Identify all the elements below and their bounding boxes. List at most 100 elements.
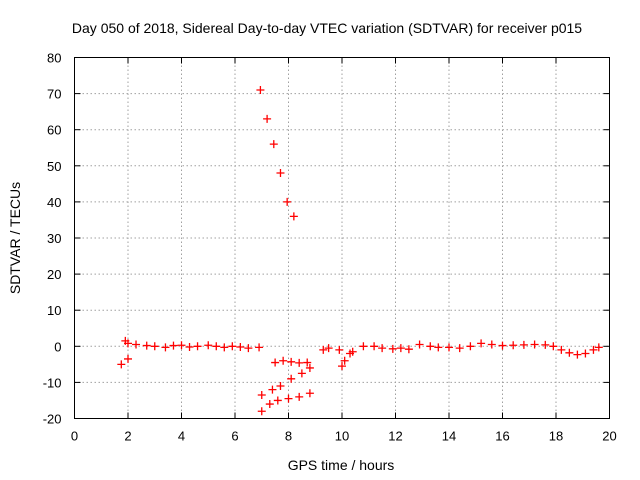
data-point [338, 362, 346, 371]
data-point [228, 342, 237, 351]
x-axis-label: GPS time / hours [288, 457, 395, 473]
data-point [565, 348, 574, 357]
data-point [455, 344, 464, 353]
data-point [132, 340, 141, 349]
data-point [287, 357, 296, 366]
y-tick-label: 70 [47, 87, 61, 102]
y-axis-label: SDTVAR / TECUs [7, 182, 23, 294]
data-point [185, 343, 194, 352]
data-point [487, 340, 496, 349]
data-point [388, 344, 397, 353]
data-point [244, 344, 253, 353]
data-point [204, 341, 213, 350]
data-point [319, 345, 328, 354]
y-tick-label: 30 [47, 231, 61, 246]
axis-ticks: 0 2 4 6 8 10 12 14 16 18 20 -20 -10 0 10 20 30 40 50 60 70 80 [43, 51, 617, 444]
data-point [426, 342, 435, 351]
y-tick-label: 10 [47, 303, 61, 318]
data-point [124, 354, 132, 363]
y-tick-label: 40 [47, 195, 61, 210]
data-point [279, 356, 288, 365]
data-point [589, 345, 598, 354]
data-point [287, 374, 296, 383]
data-point [509, 341, 518, 350]
data-point [177, 341, 186, 350]
x-tick-label: 6 [231, 429, 238, 444]
data-point [378, 344, 387, 353]
data-point [269, 140, 278, 149]
data-point [117, 360, 126, 369]
data-point [573, 350, 582, 359]
data-point [255, 343, 264, 352]
data-point [324, 344, 333, 353]
data-points [117, 85, 603, 416]
data-point [549, 342, 558, 351]
y-tick-label: 60 [47, 123, 61, 138]
data-point [434, 343, 443, 352]
data-point [265, 400, 274, 409]
data-point [335, 345, 344, 354]
data-point [404, 345, 413, 354]
data-point [305, 363, 314, 372]
data-point [594, 343, 603, 352]
data-point [256, 85, 265, 94]
data-point [557, 345, 566, 354]
data-point [284, 394, 293, 403]
data-point [295, 392, 304, 401]
y-tick-label: 20 [47, 267, 61, 282]
data-point [466, 342, 475, 351]
data-point [169, 341, 178, 350]
data-point [271, 358, 280, 367]
data-point [359, 342, 368, 351]
data-point [289, 212, 298, 221]
data-point [396, 344, 405, 353]
data-point [348, 347, 357, 356]
x-tick-label: 16 [495, 429, 509, 444]
data-point [257, 407, 266, 416]
data-point [220, 343, 229, 352]
data-point [445, 343, 453, 352]
data-point [303, 358, 312, 367]
data-point [415, 340, 424, 349]
data-point [268, 385, 277, 394]
data-point [142, 341, 151, 350]
data-point [236, 343, 245, 352]
x-tick-label: 4 [178, 429, 185, 444]
data-point [276, 169, 285, 178]
data-point [276, 382, 285, 391]
data-point [541, 340, 550, 349]
x-tick-label: 18 [549, 429, 563, 444]
data-point [150, 342, 159, 351]
data-point [263, 114, 272, 123]
data-point [340, 356, 349, 365]
x-tick-label: 2 [124, 429, 131, 444]
data-point [581, 349, 590, 358]
data-point [273, 396, 282, 405]
y-tick-label: 80 [47, 51, 61, 66]
x-tick-label: 12 [388, 429, 402, 444]
data-point [530, 340, 539, 349]
grid [74, 57, 610, 419]
data-point [297, 369, 306, 378]
data-point [283, 197, 292, 206]
y-tick-label: -20 [43, 412, 62, 427]
data-point [212, 342, 221, 351]
data-point [519, 340, 528, 349]
data-point [305, 389, 314, 398]
x-tick-label: 14 [442, 429, 456, 444]
data-point [257, 391, 266, 400]
data-point [193, 342, 202, 351]
y-tick-label: 50 [47, 159, 61, 174]
x-tick-label: 8 [285, 429, 292, 444]
data-point [477, 339, 486, 348]
data-point [295, 358, 304, 367]
data-point [124, 339, 132, 348]
x-tick-label: 10 [335, 429, 349, 444]
data-point [498, 341, 507, 350]
x-tick-label: 0 [71, 429, 78, 444]
data-point [161, 343, 170, 352]
data-point [370, 342, 379, 351]
y-tick-label: -10 [43, 375, 62, 390]
x-tick-label: 20 [602, 429, 616, 444]
